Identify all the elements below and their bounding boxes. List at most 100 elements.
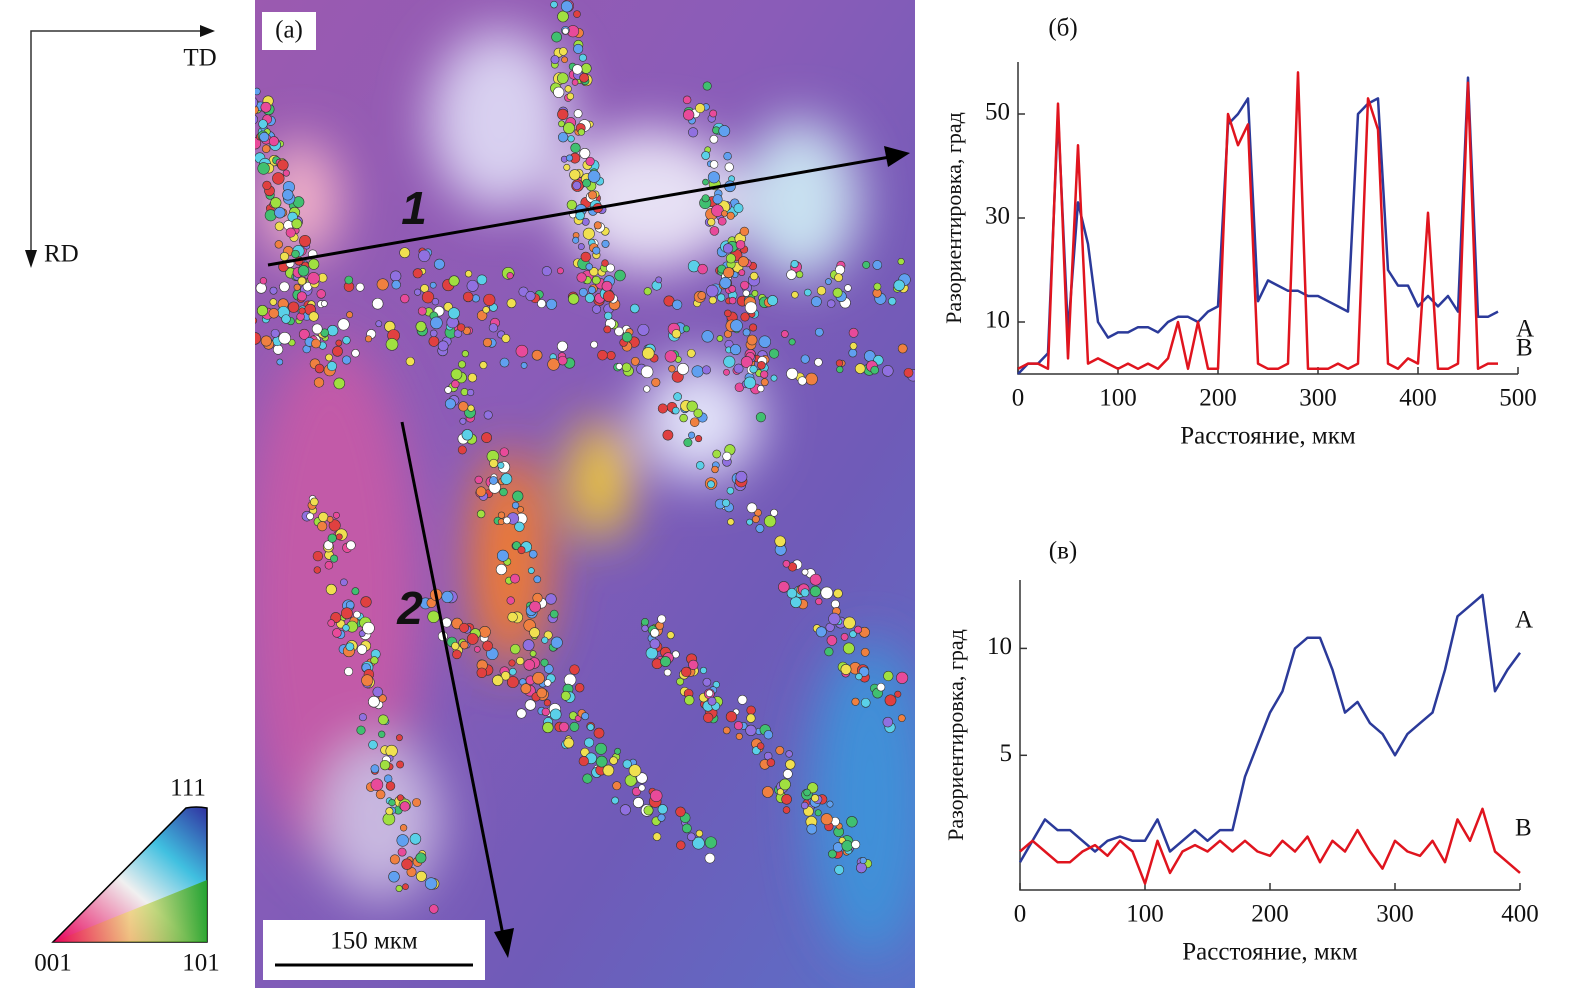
grain-dot: [709, 160, 719, 169]
grain-dot: [597, 349, 608, 361]
grain-dot: [563, 737, 575, 749]
grain-dot: [506, 596, 515, 605]
grain-dot: [567, 293, 580, 305]
grain-dot: [595, 742, 607, 755]
grain-dot: [579, 72, 589, 83]
grain-dot: [361, 674, 374, 687]
grain-dot: [745, 724, 757, 736]
grain-dot: [566, 92, 575, 100]
grain-dot: [740, 356, 753, 369]
grain-dot: [833, 588, 843, 599]
grain-dot: [730, 344, 742, 356]
x-tick-label: 100: [1099, 385, 1137, 412]
grain-dot: [828, 612, 841, 625]
grain-dot: [362, 621, 375, 635]
grain-dot: [709, 134, 719, 144]
grain-dot: [324, 561, 334, 570]
grain-dot: [376, 278, 389, 291]
ebsd-map: [255, 0, 915, 988]
grain-dot: [726, 211, 735, 220]
grain-dot: [595, 755, 608, 768]
grain-dot: [637, 323, 650, 336]
grain-dot: [809, 585, 821, 597]
grain-dot: [614, 747, 621, 755]
grain-dot: [566, 154, 573, 162]
grain-dot: [849, 342, 858, 350]
grain-dot: [532, 671, 545, 685]
grain-dot: [417, 306, 427, 316]
grain-dot: [516, 708, 527, 719]
grain-dot: [549, 609, 559, 619]
grain-dot: [742, 328, 751, 337]
grain-dot: [503, 516, 511, 525]
grain-dot: [848, 327, 859, 338]
grain-dot: [433, 258, 445, 270]
line-label: 1: [401, 182, 427, 234]
grain-dot: [291, 218, 303, 230]
x-tick-label: 0: [1014, 901, 1027, 928]
grain-dot: [255, 87, 261, 96]
grain-dot: [269, 286, 278, 295]
grain-dot: [550, 636, 563, 649]
grain-dot: [631, 786, 642, 797]
grain-dot: [751, 290, 759, 297]
grain-dot: [462, 291, 474, 303]
grain-dot: [778, 581, 790, 593]
grain-dot: [497, 461, 505, 469]
grain-dot: [351, 587, 360, 596]
grain-dot: [573, 10, 581, 18]
grain-dot: [483, 293, 496, 306]
grain-dot: [697, 263, 708, 275]
grain-dot: [897, 257, 905, 266]
grain-dot: [806, 823, 818, 835]
grain-dot: [537, 299, 547, 309]
grain-dot: [893, 279, 905, 292]
grain-dot: [311, 338, 321, 349]
grain-dot: [414, 288, 422, 296]
grain-dot: [388, 798, 396, 807]
grain-dot: [457, 445, 467, 455]
grain-dot: [270, 197, 282, 209]
grain-dot: [268, 136, 279, 147]
grain-dot: [570, 142, 581, 154]
grain-dot: [854, 625, 863, 634]
grain-dot: [313, 566, 321, 574]
grain-dot: [536, 687, 548, 699]
grain-dot: [672, 299, 683, 310]
grain-dot: [268, 308, 279, 319]
grain-dot: [746, 518, 753, 526]
grain-dot: [723, 152, 732, 161]
grain-dot: [578, 53, 587, 62]
grain-dot: [746, 705, 756, 715]
grain-dot: [276, 358, 284, 366]
grain-dot: [769, 348, 780, 359]
grain-dot: [676, 677, 684, 686]
grain-dot: [424, 877, 438, 890]
grain-dot: [528, 549, 538, 559]
grain-dot: [749, 365, 758, 374]
grain-dot: [770, 374, 778, 382]
grain-dot: [529, 600, 541, 613]
grain-dot: [650, 789, 663, 802]
grain-dot: [785, 759, 796, 770]
grain-dot: [466, 388, 475, 397]
grain-dot: [553, 86, 565, 98]
grain-dot: [746, 334, 758, 346]
grain-dot: [358, 713, 367, 722]
grain-dot: [356, 725, 366, 735]
series-line: [1017, 71, 1498, 371]
grain-dot: [471, 294, 480, 303]
series-label: A: [1515, 607, 1533, 634]
series-label: B: [1515, 815, 1532, 842]
grain-dot: [260, 101, 272, 113]
grain-dot: [733, 203, 744, 214]
grain-dot: [457, 323, 466, 332]
grain-dot: [585, 263, 593, 271]
grain-dot: [482, 338, 493, 348]
grain-dot: [429, 904, 439, 914]
grain-dot: [652, 832, 662, 841]
grain-dot: [840, 633, 849, 641]
grain-dot: [310, 497, 319, 507]
grain-dot: [365, 335, 372, 343]
grain-dot: [788, 338, 796, 346]
